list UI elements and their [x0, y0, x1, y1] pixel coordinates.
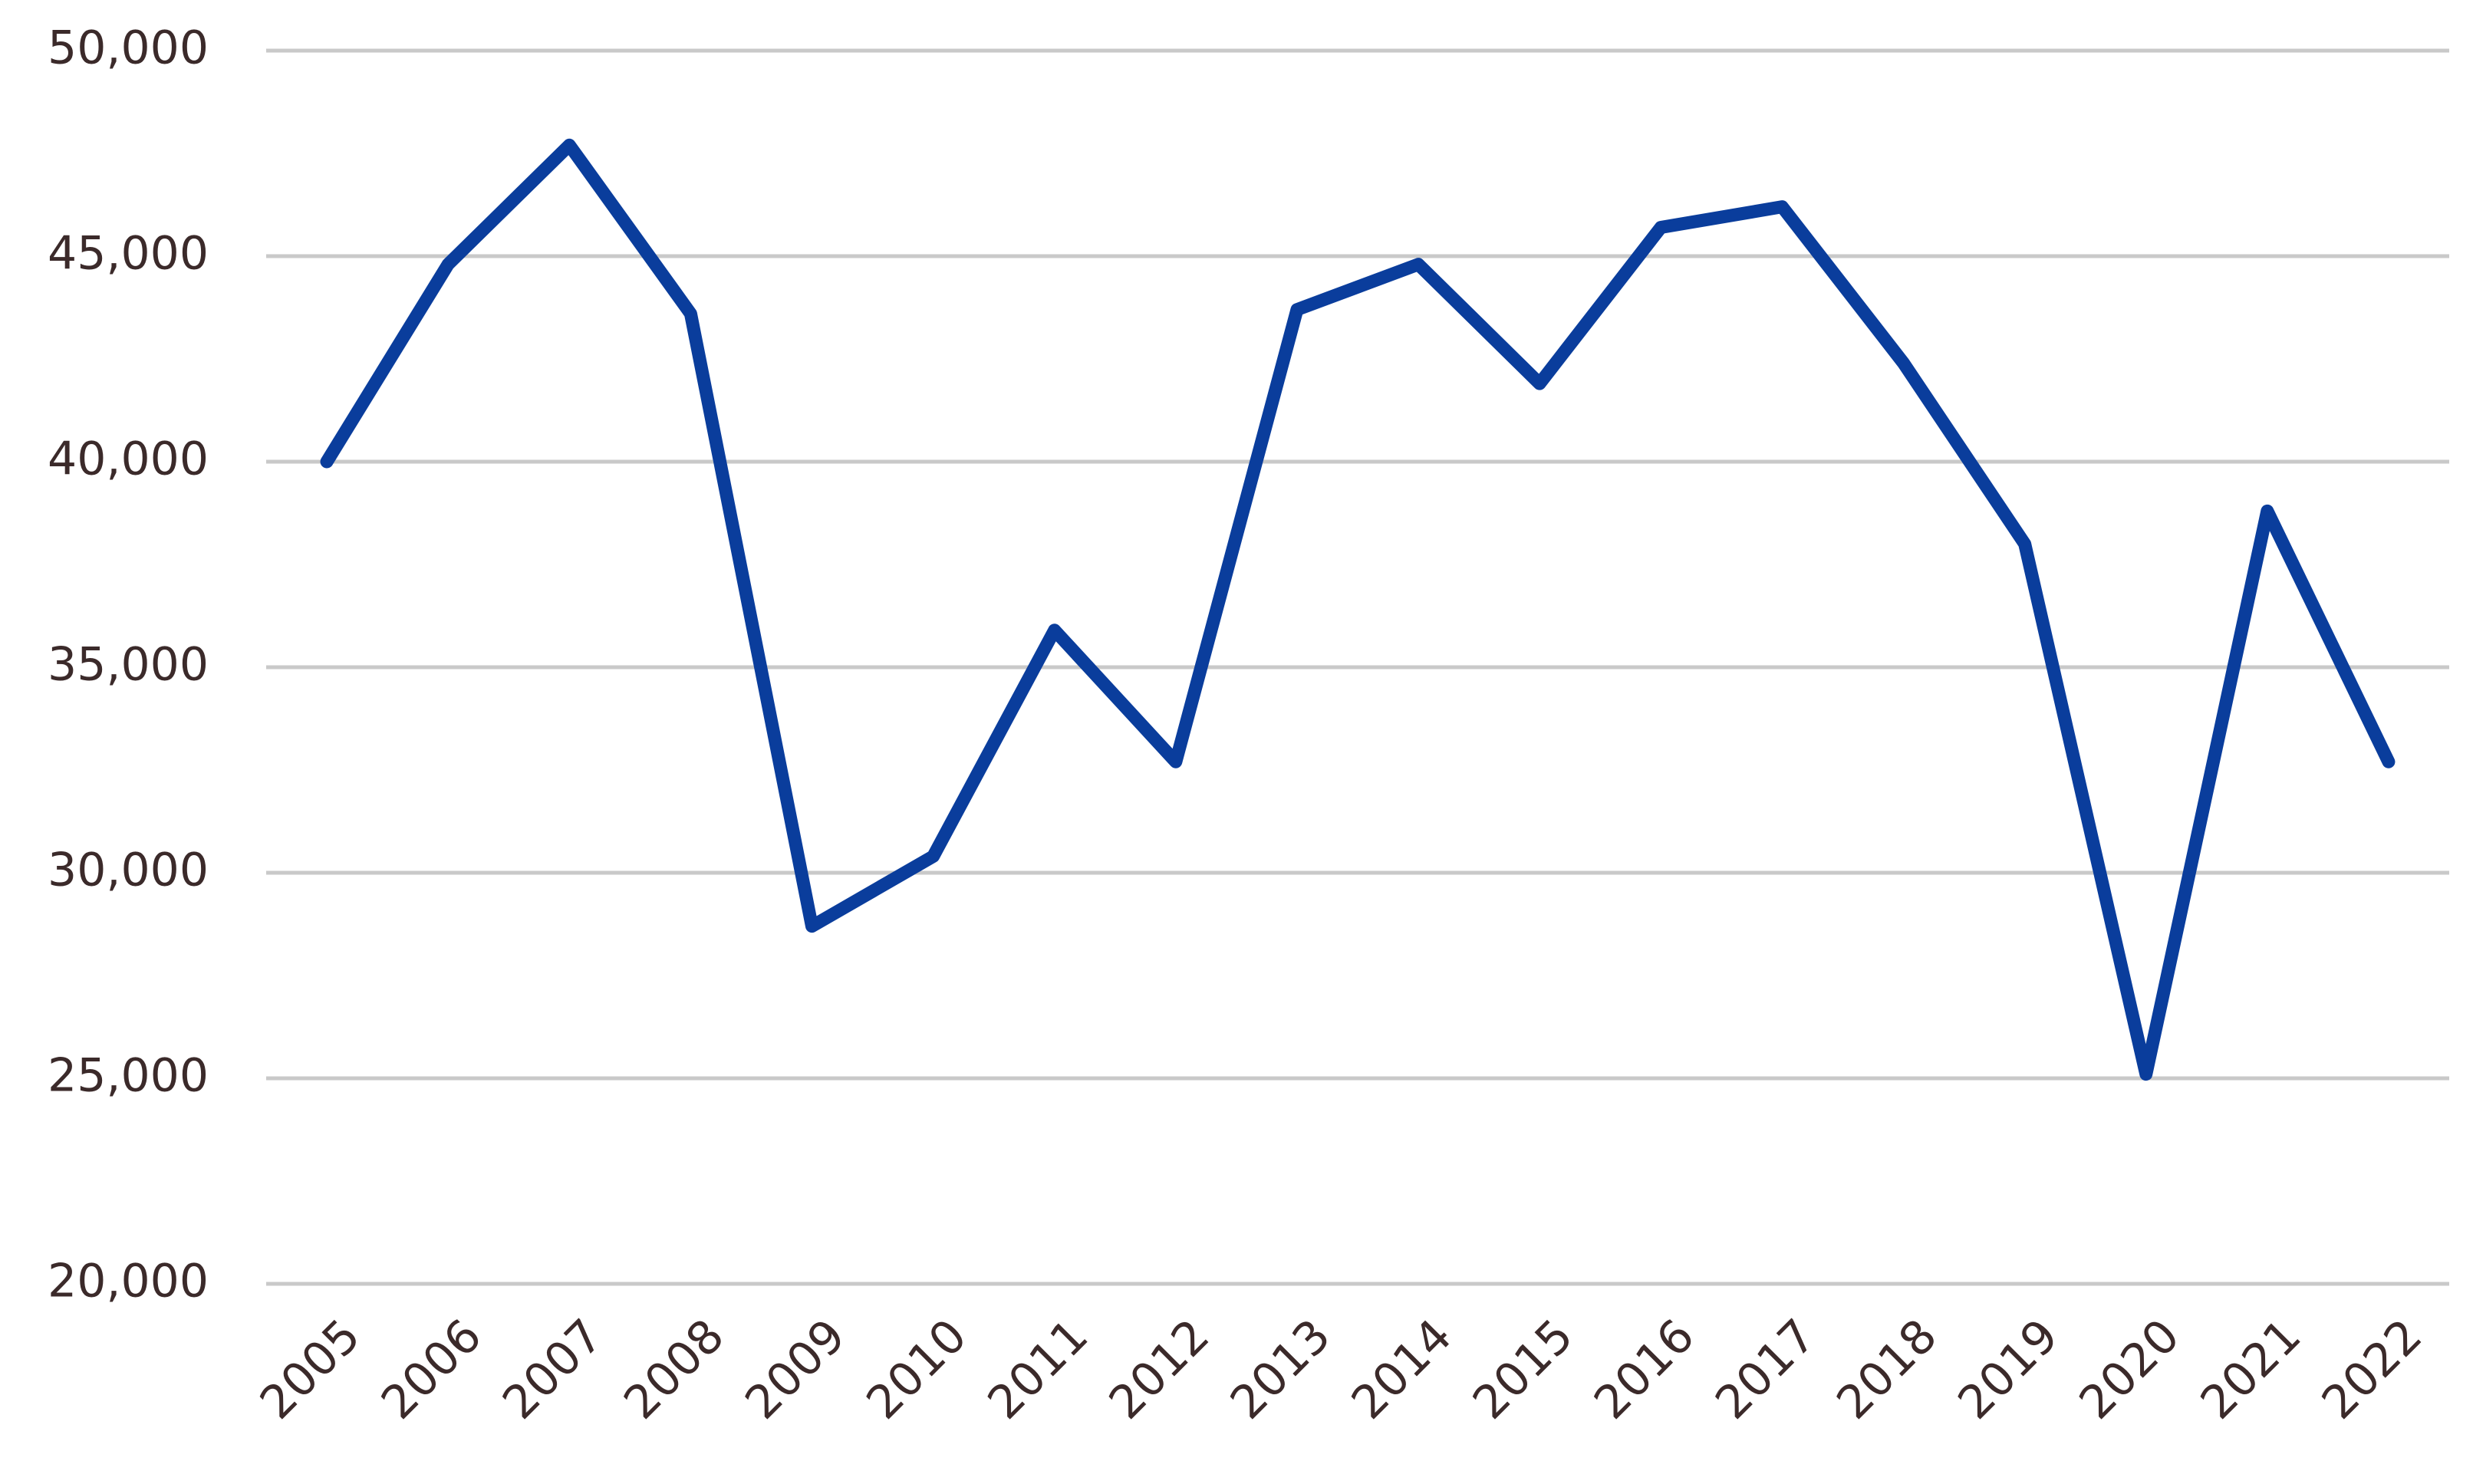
x-tick-label: 2014	[1342, 1309, 1462, 1430]
y-tick-label: 25,000	[48, 1049, 209, 1103]
x-tick-label: 2005	[250, 1309, 370, 1430]
y-tick-label: 35,000	[48, 638, 209, 692]
y-tick-label: 50,000	[48, 21, 209, 75]
x-tick-label: 2021	[2191, 1309, 2311, 1430]
y-tick-label: 40,000	[48, 433, 209, 486]
x-tick-label: 2018	[1826, 1309, 1947, 1430]
y-tick-label: 20,000	[48, 1255, 209, 1308]
x-tick-label: 2009	[735, 1309, 855, 1430]
x-tick-label: 2015	[1463, 1309, 1583, 1430]
x-tick-label: 2006	[371, 1309, 492, 1430]
x-tick-label: 2020	[2070, 1309, 2190, 1430]
x-tick-label: 2019	[1948, 1309, 2068, 1430]
y-tick-label: 45,000	[48, 227, 209, 281]
y-tick-label: 30,000	[48, 844, 209, 897]
x-tick-label: 2010	[856, 1309, 976, 1430]
x-tick-label: 2017	[1705, 1309, 1826, 1430]
data-line	[320, 138, 2396, 1081]
x-tick-label: 2011	[978, 1309, 1098, 1430]
x-tick-label: 2013	[1220, 1309, 1341, 1430]
x-tick-label: 2012	[1099, 1309, 1220, 1430]
x-tick-label: 2008	[614, 1309, 734, 1430]
x-tick-label: 2022	[2312, 1309, 2432, 1430]
x-tick-label: 2007	[492, 1309, 613, 1430]
x-tick-label: 2016	[1584, 1309, 1704, 1430]
